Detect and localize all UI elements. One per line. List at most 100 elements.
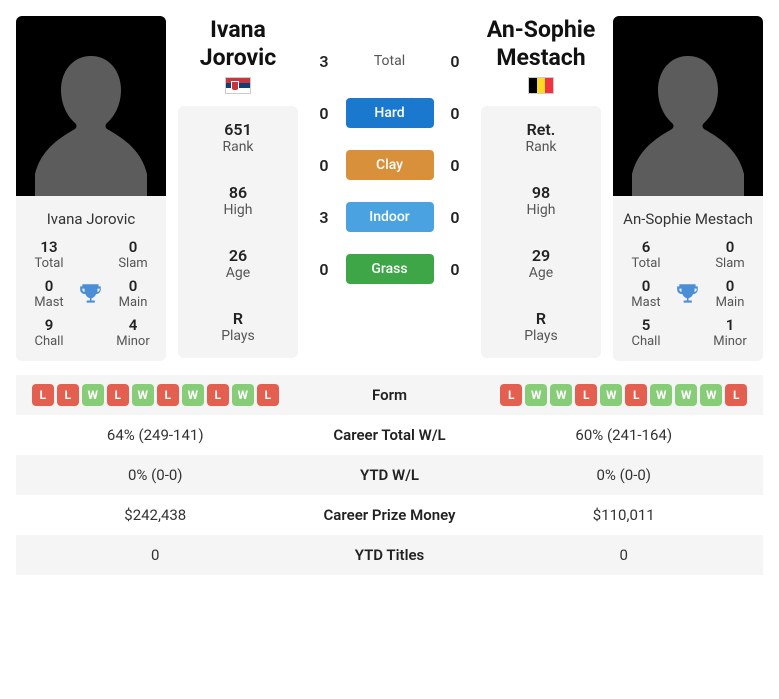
player1-card-name: Ivana Jorovic <box>16 196 166 238</box>
h2h-indoor-p1: 3 <box>310 208 338 227</box>
h2h-total-p2: 0 <box>441 52 469 71</box>
form-badge[interactable]: L <box>157 384 179 406</box>
p2-total-titles: 6Total <box>621 238 671 271</box>
form-badge[interactable]: L <box>257 384 279 406</box>
p2-minor-titles: 1Minor <box>705 316 755 349</box>
belgium-flag-icon <box>528 77 554 94</box>
p2-main-titles: 0Main <box>705 277 755 310</box>
player2-name: An-Sophie Mestach <box>481 16 601 71</box>
player2-name-block: An-Sophie Mestach <box>481 16 601 98</box>
form-badge[interactable]: W <box>700 384 722 406</box>
compare-career-wl-row: 64% (249-141) Career Total W/L 60% (241-… <box>16 415 763 455</box>
p2-chall-titles: 5Chall <box>621 316 671 349</box>
h2h-grass-row: 0 Grass 0 <box>310 254 469 284</box>
form-badge[interactable]: W <box>525 384 547 406</box>
compare-ytd-titles-row: 0 YTD Titles 0 <box>16 535 763 575</box>
h2h-total-p1: 3 <box>310 52 338 71</box>
h2h-grass-p2: 0 <box>441 260 469 279</box>
form-badge[interactable]: W <box>550 384 572 406</box>
compare-form-label: Form <box>295 386 485 404</box>
h2h-hard-row: 0 Hard 0 <box>310 98 469 128</box>
form-badge[interactable]: L <box>625 384 647 406</box>
p2-rank: Ret.Rank <box>481 106 601 169</box>
compare-form-row: LLWLWLWLWL Form LWWLWLWWWL <box>16 375 763 415</box>
player2-card-name: An-Sophie Mestach <box>613 196 763 238</box>
h2h-grass-p1: 0 <box>310 260 338 279</box>
p2-ytd-titles: 0 <box>485 546 764 564</box>
h2h-hard-chip[interactable]: Hard <box>346 98 434 128</box>
form-badge[interactable]: W <box>232 384 254 406</box>
player2-photo <box>613 16 763 196</box>
p2-career-wl: 60% (241-164) <box>485 426 764 444</box>
player2-card: An-Sophie Mestach 6Total 0Slam 0Mast 0Ma… <box>613 16 763 361</box>
player1-titles-grid: 13Total 0Slam 0Mast 0Main 9Chall 4Minor <box>16 238 166 361</box>
p1-career-wl: 64% (249-141) <box>16 426 295 444</box>
h2h-indoor-p2: 0 <box>441 208 469 227</box>
form-badge[interactable]: L <box>207 384 229 406</box>
player2-stats-column: An-Sophie Mestach Ret.Rank 98High 29Age … <box>481 16 601 358</box>
form-badge[interactable]: L <box>32 384 54 406</box>
p1-total-titles: 13Total <box>24 238 74 271</box>
h2h-column: 3 Total 0 0 Hard 0 0 Clay 0 3 Indoor 0 0 <box>310 16 469 306</box>
p1-prize: $242,438 <box>16 506 295 524</box>
p2-slam-titles: 0Slam <box>705 238 755 271</box>
p1-rank: 651Rank <box>178 106 298 169</box>
h2h-clay-p1: 0 <box>310 156 338 175</box>
form-badge[interactable]: L <box>500 384 522 406</box>
form-badge[interactable]: W <box>132 384 154 406</box>
form-badge[interactable]: L <box>575 384 597 406</box>
h2h-indoor-row: 3 Indoor 0 <box>310 202 469 232</box>
compare-career-wl-label: Career Total W/L <box>295 426 485 444</box>
player1-stat-card: 651Rank 86High 26Age RPlays <box>178 106 298 358</box>
h2h-total-row: 3 Total 0 <box>310 46 469 76</box>
p1-minor-titles: 4Minor <box>108 316 158 349</box>
compare-prize-row: $242,438 Career Prize Money $110,011 <box>16 495 763 535</box>
compare-ytd-wl-row: 0% (0-0) YTD W/L 0% (0-0) <box>16 455 763 495</box>
p1-ytd-wl: 0% (0-0) <box>16 466 295 484</box>
p1-ytd-titles: 0 <box>16 546 295 564</box>
form-badge[interactable]: L <box>107 384 129 406</box>
player1-name: Ivana Jorovic <box>178 16 298 71</box>
p1-chall-titles: 9Chall <box>24 316 74 349</box>
player1-stats-column: Ivana Jorovic 651Rank 86High 26Age RPlay… <box>178 16 298 358</box>
p2-plays: RPlays <box>481 295 601 358</box>
p2-ytd-wl: 0% (0-0) <box>485 466 764 484</box>
p2-mast-titles: 0Mast <box>621 277 671 310</box>
form-badge[interactable]: L <box>725 384 747 406</box>
p2-prize: $110,011 <box>485 506 764 524</box>
compare-ytd-titles-label: YTD Titles <box>295 546 485 564</box>
h2h-clay-p2: 0 <box>441 156 469 175</box>
form-badge[interactable]: W <box>675 384 697 406</box>
p1-plays: RPlays <box>178 295 298 358</box>
h2h-grass-chip[interactable]: Grass <box>346 254 434 284</box>
form-badge[interactable]: W <box>182 384 204 406</box>
form-badge[interactable]: W <box>650 384 672 406</box>
silhouette-icon <box>26 36 156 196</box>
p2-form-badges: LWWLWLWWWL <box>500 384 747 406</box>
serbia-flag-icon <box>225 77 251 94</box>
p1-form-badges: LLWLWLWLWL <box>32 384 279 406</box>
silhouette-icon <box>623 36 753 196</box>
player1-name-block: Ivana Jorovic <box>178 16 298 98</box>
trophy-icon <box>74 281 108 307</box>
player2-titles-grid: 6Total 0Slam 0Mast 0Main 5Chall 1Minor <box>613 238 763 361</box>
form-badge[interactable]: L <box>57 384 79 406</box>
form-badge[interactable]: W <box>82 384 104 406</box>
p2-high: 98High <box>481 169 601 232</box>
form-badge[interactable]: W <box>600 384 622 406</box>
compare-ytd-wl-label: YTD W/L <box>295 466 485 484</box>
p1-main-titles: 0Main <box>108 277 158 310</box>
p1-slam-titles: 0Slam <box>108 238 158 271</box>
p1-mast-titles: 0Mast <box>24 277 74 310</box>
p1-age: 26Age <box>178 232 298 295</box>
trophy-icon <box>671 281 705 307</box>
player1-card: Ivana Jorovic 13Total 0Slam 0Mast 0Main … <box>16 16 166 361</box>
p2-age: 29Age <box>481 232 601 295</box>
h2h-hard-p1: 0 <box>310 104 338 123</box>
h2h-indoor-chip[interactable]: Indoor <box>346 202 434 232</box>
compare-prize-label: Career Prize Money <box>295 506 485 524</box>
h2h-clay-row: 0 Clay 0 <box>310 150 469 180</box>
p1-high: 86High <box>178 169 298 232</box>
player1-photo <box>16 16 166 196</box>
h2h-clay-chip[interactable]: Clay <box>346 150 434 180</box>
